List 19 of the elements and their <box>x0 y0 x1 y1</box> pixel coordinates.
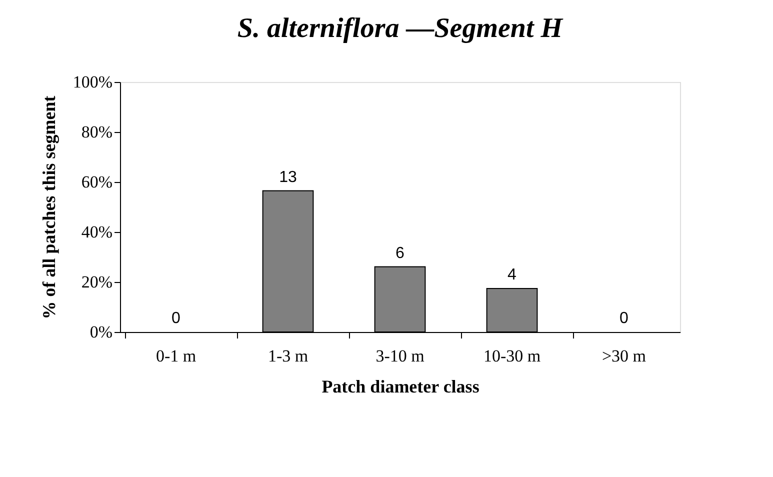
x-tick-label: 10-30 m <box>483 346 541 366</box>
y-tick-label: 20% <box>81 272 112 292</box>
y-tick-label: 100% <box>72 72 112 92</box>
annotation: 6 <box>396 244 405 262</box>
x-tick-label: >30 m <box>602 346 646 366</box>
annotation: 0 <box>172 310 181 327</box>
chart-title: S. alterniflora —Segment H <box>237 13 564 44</box>
x-tick-label: 1-3 m <box>268 346 308 366</box>
y-tick-label: 60% <box>81 172 112 192</box>
y-tick-label: 40% <box>81 222 112 242</box>
y-tick-label: 0% <box>90 322 112 342</box>
y-axis-title: % of all patches this segment <box>38 96 59 320</box>
x-axis-title: Patch diameter class <box>322 376 480 396</box>
annotation: 4 <box>508 266 517 284</box>
x-tick-label: 3-10 m <box>376 346 424 366</box>
annotation: 13 <box>279 168 297 186</box>
y-tick-label: 80% <box>81 122 112 142</box>
x-tick-label: 0-1 m <box>156 346 196 366</box>
annotation: 0 <box>620 310 629 327</box>
